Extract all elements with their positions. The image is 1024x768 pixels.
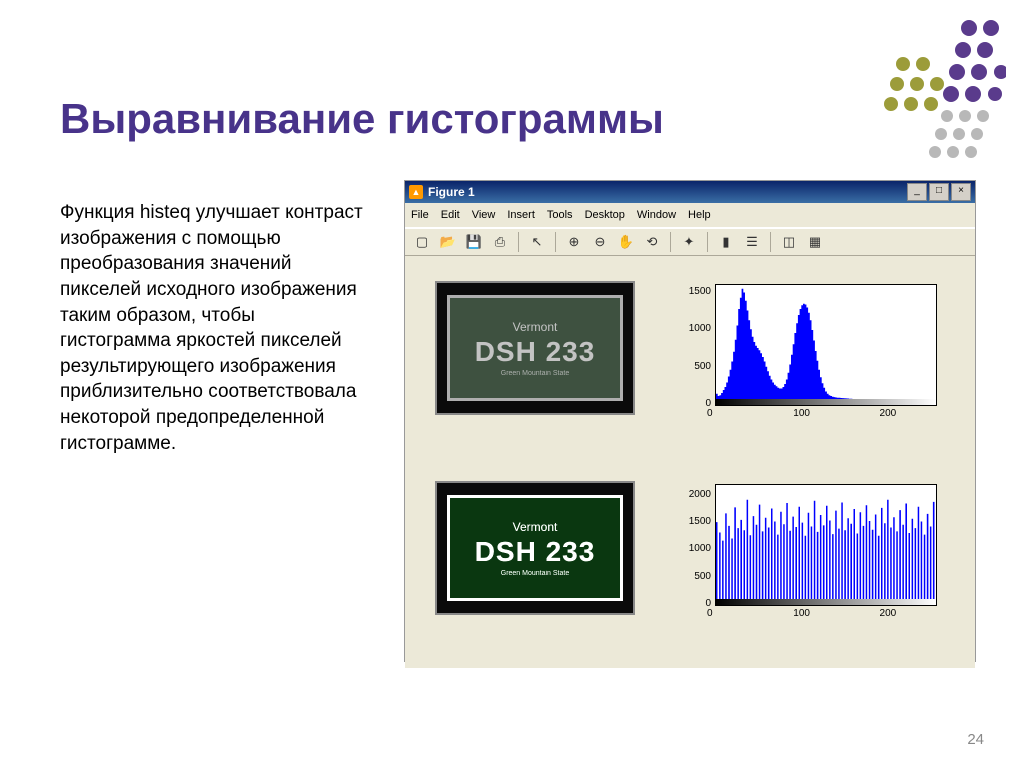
zoom-out-icon[interactable]: ⊖ <box>589 231 611 253</box>
ytick-label: 1500 <box>689 516 711 527</box>
menu-view[interactable]: View <box>472 209 496 221</box>
menubar: File Edit View Insert Tools Desktop Window Help <box>405 203 975 228</box>
menu-desktop[interactable]: Desktop <box>585 209 625 221</box>
minimize-button[interactable]: _ <box>907 183 927 201</box>
close-button[interactable]: × <box>951 183 971 201</box>
equalized-image: Vermont DSH 233 Green Mountain State <box>435 481 635 615</box>
xtick-label: 100 <box>793 608 810 619</box>
xtick-label: 0 <box>707 408 713 419</box>
dock-icon[interactable]: ◫ <box>778 231 800 253</box>
body-text: Функция histeq улучшает контраст изображ… <box>60 200 370 456</box>
toolbar: ▢📂💾⎙ ↖ ⊕⊖✋⟲ ✦ ▮☰ ◫▦ <box>405 228 975 256</box>
menu-help[interactable]: Help <box>688 209 711 221</box>
menu-insert[interactable]: Insert <box>507 209 535 221</box>
xtick-label: 0 <box>707 608 713 619</box>
matlab-icon: ▲ <box>409 185 423 199</box>
grid-icon[interactable]: ▦ <box>804 231 826 253</box>
decorative-dots <box>851 14 1006 174</box>
menu-window[interactable]: Window <box>637 209 676 221</box>
original-histogram <box>715 284 937 406</box>
menu-edit[interactable]: Edit <box>441 209 460 221</box>
ytick-label: 500 <box>694 571 711 582</box>
plate-motto: Green Mountain State <box>501 370 570 377</box>
plate-motto: Green Mountain State <box>501 570 570 577</box>
plate-number: DSH 233 <box>475 536 596 568</box>
xtick-label: 200 <box>880 408 897 419</box>
original-image: Vermont DSH 233 Green Mountain State <box>435 281 635 415</box>
titlebar: ▲ Figure 1 _ □ × <box>405 181 975 203</box>
ytick-label: 1000 <box>689 323 711 334</box>
window-title: Figure 1 <box>428 185 905 199</box>
pan-icon[interactable]: ✋ <box>615 231 637 253</box>
menu-tools[interactable]: Tools <box>547 209 573 221</box>
page-number: 24 <box>967 731 984 748</box>
ytick-label: 500 <box>694 361 711 372</box>
plate-state: Vermont <box>513 320 558 334</box>
save-icon[interactable]: 💾 <box>463 231 485 253</box>
datatip-icon[interactable]: ✦ <box>678 231 700 253</box>
xtick-label: 200 <box>880 608 897 619</box>
ytick-label: 0 <box>705 598 711 609</box>
print-icon[interactable]: ⎙ <box>489 231 511 253</box>
rotate-icon[interactable]: ⟲ <box>641 231 663 253</box>
plate-state: Vermont <box>513 520 558 534</box>
plot-area: Vermont DSH 233 Green Mountain State Ver… <box>405 256 975 668</box>
legend-icon[interactable]: ☰ <box>741 231 763 253</box>
xtick-label: 100 <box>793 408 810 419</box>
menu-file[interactable]: File <box>411 209 429 221</box>
slide-title: Выравнивание гистограммы <box>60 95 664 143</box>
ytick-label: 1500 <box>689 286 711 297</box>
open-icon[interactable]: 📂 <box>437 231 459 253</box>
ytick-label: 1000 <box>689 543 711 554</box>
ytick-label: 2000 <box>689 489 711 500</box>
pointer-icon[interactable]: ↖ <box>526 231 548 253</box>
matlab-figure-window: ▲ Figure 1 _ □ × File Edit View Insert Tools… <box>404 180 976 662</box>
zoom-in-icon[interactable]: ⊕ <box>563 231 585 253</box>
colorbar-icon[interactable]: ▮ <box>715 231 737 253</box>
plate-number: DSH 233 <box>475 336 596 368</box>
maximize-button[interactable]: □ <box>929 183 949 201</box>
ytick-label: 0 <box>705 398 711 409</box>
new-icon[interactable]: ▢ <box>411 231 433 253</box>
equalized-histogram <box>715 484 937 606</box>
slide: Выравнивание гистограммы Функция histeq … <box>0 0 1024 768</box>
